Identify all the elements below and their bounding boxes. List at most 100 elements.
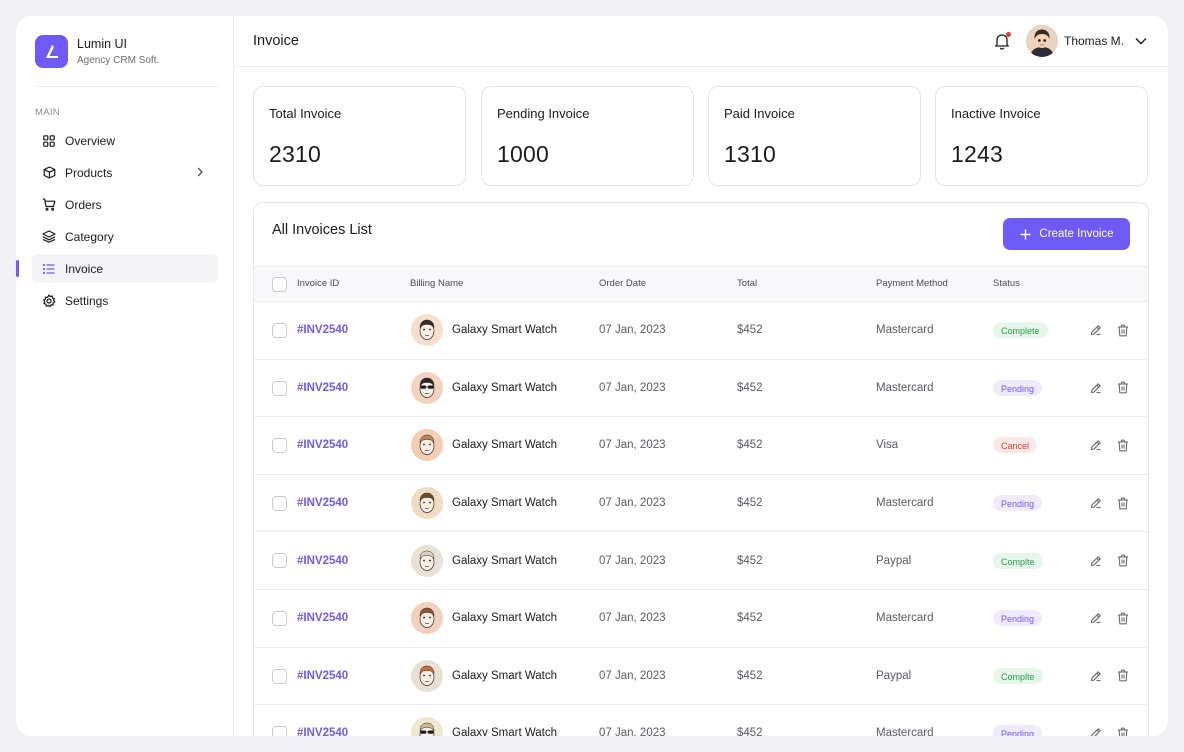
delete-button[interactable] xyxy=(1116,669,1130,683)
edit-button[interactable] xyxy=(1089,381,1103,395)
pencil-icon xyxy=(1090,555,1101,566)
create-invoice-button[interactable]: Create Invoice xyxy=(1003,218,1130,250)
stat-value: 1000 xyxy=(497,141,549,167)
user-menu[interactable]: Thomas M. xyxy=(1026,25,1148,57)
delete-button[interactable] xyxy=(1116,611,1130,625)
column-header-status[interactable]: Status xyxy=(993,278,1020,289)
notification-button[interactable] xyxy=(992,31,1012,51)
sidebar-item-orders[interactable]: Orders xyxy=(32,190,218,219)
avatar xyxy=(411,429,443,462)
page-title: Invoice xyxy=(253,33,299,49)
sidebar-item-settings[interactable]: Settings xyxy=(32,286,218,315)
trash-icon xyxy=(1118,670,1128,682)
trash-icon xyxy=(1118,382,1128,394)
app-window: Lumin UI Agency CRM Soft. MAIN Overview … xyxy=(16,16,1168,736)
avatar xyxy=(411,602,443,635)
column-header-order-date[interactable]: Order Date xyxy=(599,278,646,289)
payment-method: Mastercard xyxy=(876,727,934,736)
edit-button[interactable] xyxy=(1089,496,1103,510)
table-row[interactable]: #INV2540 Galaxy Smart Watch 07 Jan, 2023 $4… xyxy=(254,302,1148,360)
row-checkbox[interactable] xyxy=(272,323,287,338)
sidebar-item-category[interactable]: Category xyxy=(32,222,218,251)
column-header-total[interactable]: Total xyxy=(737,278,758,289)
invoice-id-link[interactable]: #INV2540 xyxy=(297,381,349,394)
column-header-billing-name[interactable]: Billing Name xyxy=(410,278,464,289)
order-date: 07 Jan, 2023 xyxy=(599,381,666,394)
billing-name: Galaxy Smart Watch xyxy=(452,324,558,337)
sidebar-item-products[interactable]: Products xyxy=(32,158,218,187)
billing-name: Galaxy Smart Watch xyxy=(452,669,558,682)
row-checkbox[interactable] xyxy=(272,438,287,454)
sidebar-item-label: Products xyxy=(65,165,113,180)
trash-icon xyxy=(1118,727,1128,736)
order-date: 07 Jan, 2023 xyxy=(599,727,666,736)
column-header-payment-method[interactable]: Payment Method xyxy=(876,278,948,289)
stat-value: 1243 xyxy=(951,141,1003,167)
edit-button[interactable] xyxy=(1089,323,1103,337)
invoice-id-link[interactable]: #INV2540 xyxy=(297,497,349,510)
edit-button[interactable] xyxy=(1089,611,1103,625)
stats-row: Total Invoice 2310 Pending Invoice 1000 … xyxy=(253,86,1149,186)
delete-button[interactable] xyxy=(1116,554,1130,568)
delete-button[interactable] xyxy=(1116,726,1130,736)
trash-icon xyxy=(1118,439,1128,452)
invoice-id-link[interactable]: #INV2540 xyxy=(297,669,349,682)
total-amount: $452 xyxy=(737,669,763,682)
total-amount: $452 xyxy=(737,381,763,394)
table-row[interactable]: #INV2540 Galaxy Smart Watch 07 Jan, 2023 $4… xyxy=(254,475,1148,533)
brand[interactable]: Lumin UI Agency CRM Soft. xyxy=(35,35,159,68)
total-amount: $452 xyxy=(737,439,763,452)
row-checkbox[interactable] xyxy=(272,495,287,511)
row-checkbox[interactable] xyxy=(272,726,287,736)
invoice-id-link[interactable]: #INV2540 xyxy=(297,554,349,567)
delete-button[interactable] xyxy=(1116,381,1130,395)
sidebar-item-label: Overview xyxy=(65,133,116,148)
table-header: Invoice ID Billing Name Order Date Total… xyxy=(254,266,1148,302)
status-badge: Pending xyxy=(993,379,1043,396)
pencil-icon xyxy=(1090,498,1101,509)
table-row[interactable]: #INV2540 Galaxy Smart Watch 07 Jan, 2023 $4… xyxy=(254,590,1148,648)
delete-button[interactable] xyxy=(1116,323,1130,337)
trash-icon xyxy=(1118,497,1128,509)
stat-card-inactive: Inactive Invoice 1243 xyxy=(935,86,1148,186)
select-all-checkbox[interactable] xyxy=(272,277,287,292)
table-row[interactable]: #INV2540 Galaxy Smart Watch 07 Jan, 2023 $4… xyxy=(254,648,1148,706)
sidebar-item-invoice[interactable]: Invoice xyxy=(16,254,218,283)
total-amount: $452 xyxy=(737,612,763,625)
top-header: Invoice Thomas M. xyxy=(234,16,1168,67)
billing-name: Galaxy Smart Watch xyxy=(452,727,558,736)
sidebar-item-label: Invoice xyxy=(65,261,104,276)
table-row[interactable]: #INV2540 Galaxy Smart Watch 07 Jan, 2023 $4… xyxy=(254,705,1148,736)
invoice-id-link[interactable]: #INV2540 xyxy=(297,727,349,736)
bell-icon xyxy=(995,34,1009,50)
table-row[interactable]: #INV2540 Galaxy Smart Watch 07 Jan, 2023 $4… xyxy=(254,532,1148,590)
edit-button[interactable] xyxy=(1089,726,1103,736)
invoice-id-link[interactable]: #INV2540 xyxy=(297,612,349,625)
delete-button[interactable] xyxy=(1116,496,1130,510)
row-checkbox[interactable] xyxy=(272,380,287,396)
sidebar-item-overview[interactable]: Overview xyxy=(32,126,218,155)
edit-button[interactable] xyxy=(1089,438,1103,452)
row-checkbox[interactable] xyxy=(272,610,287,626)
billing-name: Galaxy Smart Watch xyxy=(452,439,558,452)
invoice-id-link[interactable]: #INV2540 xyxy=(297,324,349,337)
stat-label: Inactive Invoice xyxy=(951,106,1041,121)
table-row[interactable]: #INV2540 Galaxy Smart Watch 07 Jan, 2023 $4… xyxy=(254,360,1148,418)
delete-button[interactable] xyxy=(1116,438,1130,452)
avatar xyxy=(411,544,443,577)
chevron-right-icon xyxy=(194,166,206,178)
row-checkbox[interactable] xyxy=(272,553,287,569)
status-badge: Complete xyxy=(993,322,1048,339)
invoice-id-link[interactable]: #INV2540 xyxy=(297,439,349,452)
column-header-invoice-id[interactable]: Invoice ID xyxy=(297,278,340,289)
table-row[interactable]: #INV2540 Galaxy Smart Watch 07 Jan, 2023 $4… xyxy=(254,417,1148,475)
brand-name: Lumin UI xyxy=(77,37,128,51)
trash-icon xyxy=(1118,324,1128,337)
edit-button[interactable] xyxy=(1089,669,1103,683)
edit-button[interactable] xyxy=(1089,554,1103,568)
box-icon xyxy=(42,166,56,180)
stat-label: Pending Invoice xyxy=(497,106,590,121)
sidebar-item-label: Category xyxy=(65,229,114,244)
sidebar-nav: Overview Products Orders xyxy=(16,126,218,318)
row-checkbox[interactable] xyxy=(272,668,287,684)
